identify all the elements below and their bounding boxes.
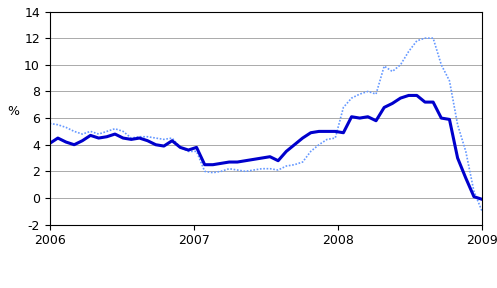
Markki xyxy=(120,130,126,133)
Markki xyxy=(283,164,289,168)
Markki xyxy=(422,36,428,40)
Y-axis label: %: % xyxy=(7,105,19,118)
Mekki xyxy=(308,131,314,134)
Mekki xyxy=(210,163,216,166)
Line: Mekki: Mekki xyxy=(50,95,482,199)
Line: Markki: Markki xyxy=(50,38,482,211)
Markki xyxy=(479,210,485,213)
Markki xyxy=(340,106,346,109)
Markki xyxy=(47,122,53,125)
Mekki xyxy=(340,131,346,134)
Markki xyxy=(308,150,314,153)
Mekki xyxy=(47,142,53,145)
Markki xyxy=(300,160,306,164)
Mekki xyxy=(283,150,289,153)
Mekki xyxy=(479,198,485,201)
Mekki xyxy=(120,136,126,140)
Mekki xyxy=(406,94,412,97)
Mekki xyxy=(300,136,306,140)
Markki xyxy=(210,171,216,175)
